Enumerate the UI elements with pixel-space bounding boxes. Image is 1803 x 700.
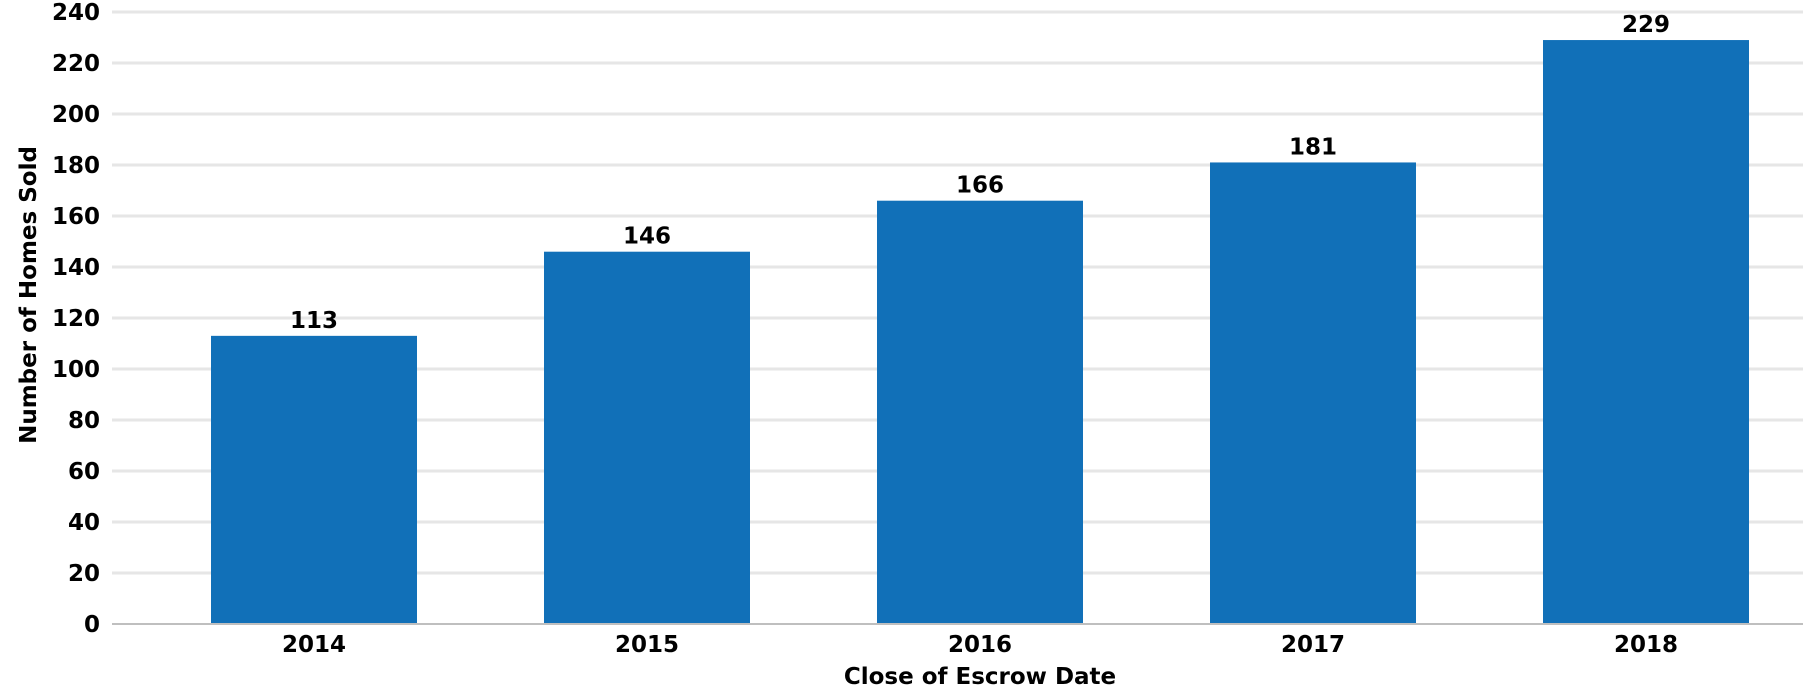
y-tick-label: 140 [52,255,100,281]
y-tick-label: 80 [68,408,100,434]
data-label-2016: 166 [956,173,1004,199]
bar-2016[interactable] [877,200,1083,624]
data-label-2017: 181 [1289,134,1337,160]
y-tick-label: 240 [52,0,100,26]
x-tick-labels: 2014 2015 2016 2017 2018 [282,632,1678,658]
y-tick-label: 100 [52,357,100,383]
y-tick-label: 120 [52,306,100,332]
y-tick-label: 200 [52,102,100,128]
x-tick-label-2016: 2016 [948,632,1012,658]
y-tick-label: 160 [52,204,100,230]
y-tick-label: 60 [68,459,100,485]
bars [211,40,1749,625]
x-tick-label-2015: 2015 [615,632,679,658]
bar-2017[interactable] [1210,162,1416,624]
data-label-2015: 146 [623,224,671,250]
y-tick-label: 40 [68,510,100,536]
bar-2018[interactable] [1543,40,1749,625]
data-labels: 113 146 166 181 229 [290,12,1670,334]
data-label-2018: 229 [1622,12,1670,38]
x-tick-label-2018: 2018 [1614,632,1678,658]
x-axis-title: Close of Escrow Date [844,664,1116,690]
x-tick-label-2014: 2014 [282,632,346,658]
bar-2014[interactable] [211,335,417,624]
y-tick-label: 180 [52,153,100,179]
y-tick-label: 0 [84,612,100,638]
x-tick-label-2017: 2017 [1281,632,1345,658]
data-label-2014: 113 [290,308,338,334]
y-tick-labels: 0 20 40 60 80 100 120 140 160 180 200 220 240 [52,0,100,638]
y-tick-label: 20 [68,561,100,587]
y-axis-title: Number of Homes Sold [16,146,42,444]
y-tick-label: 220 [52,51,100,77]
bar-2015[interactable] [544,251,750,624]
